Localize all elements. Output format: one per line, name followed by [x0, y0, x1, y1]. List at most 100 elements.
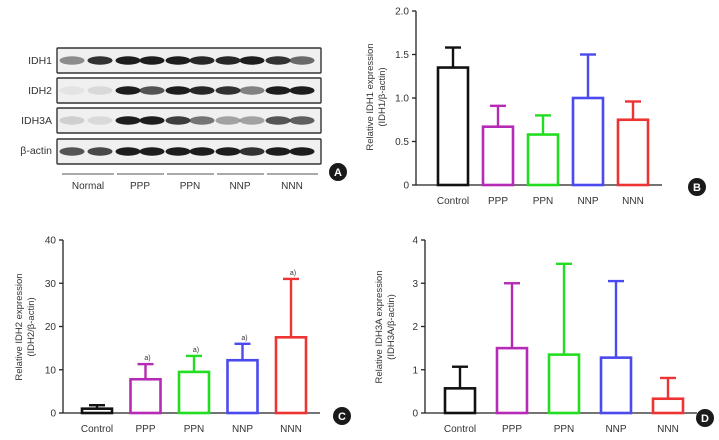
bar [481, 125, 515, 187]
panel-label-a: A [329, 163, 347, 181]
x-tick-label: Control [81, 424, 113, 435]
x-tick-label: NNN [280, 424, 302, 435]
x-tick-label: NNP [605, 424, 626, 435]
x-tick-label: PPN [554, 424, 575, 435]
blot-band [59, 116, 85, 125]
significance-annotation: a) [144, 355, 150, 362]
chart-idh1: 0 0.5 1.0 1.5 2.0 Relative IDH1 expression(ID… [365, 7, 706, 207]
blot-band [239, 86, 265, 95]
y-tick-label: 0 [50, 409, 56, 420]
y-tick-label: 4 [412, 236, 418, 247]
blot-band [265, 116, 291, 125]
y-tick-label: 2.0 [395, 7, 409, 18]
x-tick-label: NNP [232, 424, 253, 435]
panel-label-d: D [696, 409, 714, 427]
blot-strip [56, 107, 322, 134]
blot-band [115, 147, 141, 156]
blot-band [265, 86, 291, 95]
panel-label-text: D [701, 413, 709, 425]
blot-strip [56, 77, 322, 104]
bar [526, 133, 560, 187]
blot-band [165, 147, 191, 156]
y-axis-title: Relative IDH1 expression(IDH1/β-actin) [365, 43, 388, 150]
bar [547, 353, 581, 415]
x-tick-label: PPP [488, 196, 508, 207]
significance-annotation: a) [193, 347, 199, 354]
y-tick-label: 1.0 [395, 94, 409, 105]
blot-band [189, 147, 215, 156]
blot-band [239, 147, 265, 156]
blot-band [87, 56, 113, 65]
y-axis-title-line: (IDH3A/β-actin) [386, 294, 397, 360]
blot-band [59, 86, 85, 95]
blot-band [215, 147, 241, 156]
y-tick-label: 20 [45, 322, 57, 333]
blot-panel: IDH1 IDH2 IDH3A β-actin Normal PPP PPN N… [20, 47, 347, 192]
blot-band [265, 147, 291, 156]
blot-band [215, 86, 241, 95]
blot-band [139, 116, 165, 125]
y-tick-label: 40 [45, 236, 57, 247]
blot-band [165, 86, 191, 95]
blot-band [59, 147, 85, 156]
blot-group-ppn: PPN [180, 181, 201, 192]
blot-band [87, 86, 113, 95]
bar [129, 377, 162, 415]
blot-group-normal: Normal [72, 181, 104, 192]
y-axis-title-line: (IDH2/β-actin) [26, 297, 37, 356]
x-tick-label: NNN [657, 424, 679, 435]
blot-band [215, 56, 241, 65]
blot-band [115, 56, 141, 65]
blot-band [139, 86, 165, 95]
chart-idh2: 0 10 20 30 40 Relative IDH2 expression(IDH2/β… [14, 236, 351, 435]
blot-group-ppp: PPP [130, 181, 150, 192]
bar [443, 387, 477, 415]
y-axis-title-line: Relative IDH2 expression [14, 273, 25, 380]
bar [599, 356, 633, 415]
bar [80, 407, 114, 415]
bar [616, 118, 650, 187]
significance-annotation: a) [241, 335, 247, 342]
bar [571, 96, 605, 187]
x-tick-label: PPN [184, 424, 205, 435]
panel-label-b: B [688, 178, 706, 196]
y-tick-label: 0 [412, 409, 418, 420]
bar [436, 66, 470, 187]
y-axis-title: Relative IDH3A expression(IDH3A/β-actin) [374, 271, 397, 384]
blot-strip [56, 138, 322, 165]
blot-group-nnp: NNP [229, 181, 250, 192]
x-tick-label: PPP [502, 424, 522, 435]
significance-annotation: a) [290, 270, 296, 277]
blot-band [289, 86, 315, 95]
chart-idh3a: 0 1 2 3 4 Relative IDH3A expression(IDH3A/β-a… [374, 236, 714, 435]
y-tick-label: 3 [412, 279, 418, 290]
blot-band [189, 56, 215, 65]
blot-band [239, 56, 265, 65]
blot-band [87, 116, 113, 125]
panel-label-text: B [693, 182, 701, 194]
y-tick-label: 1.5 [395, 50, 409, 61]
y-axis-title-line: Relative IDH1 expression [365, 43, 376, 150]
bar [274, 336, 308, 415]
blot-band [289, 116, 315, 125]
blot-band [189, 86, 215, 95]
blot-band [165, 56, 191, 65]
y-tick-label: 2 [412, 322, 418, 333]
panel-label-a-text: A [334, 167, 342, 179]
blot-label-idh1: IDH1 [28, 55, 52, 67]
x-tick-label: Control [437, 196, 469, 207]
x-tick-label: NNN [622, 196, 644, 207]
x-tick-label: PPP [135, 424, 155, 435]
blot-band [115, 86, 141, 95]
bar [651, 397, 685, 415]
blot-strips [56, 47, 322, 165]
blot-band [215, 116, 241, 125]
bar [177, 370, 211, 415]
y-axis-title-line: (IDH1/β-actin) [377, 67, 388, 126]
x-tick-label: Control [444, 424, 476, 435]
y-tick-label: 10 [45, 365, 57, 376]
blot-band [87, 147, 113, 156]
y-axis-title-line: Relative IDH3A expression [374, 271, 385, 384]
blot-band [59, 56, 85, 65]
